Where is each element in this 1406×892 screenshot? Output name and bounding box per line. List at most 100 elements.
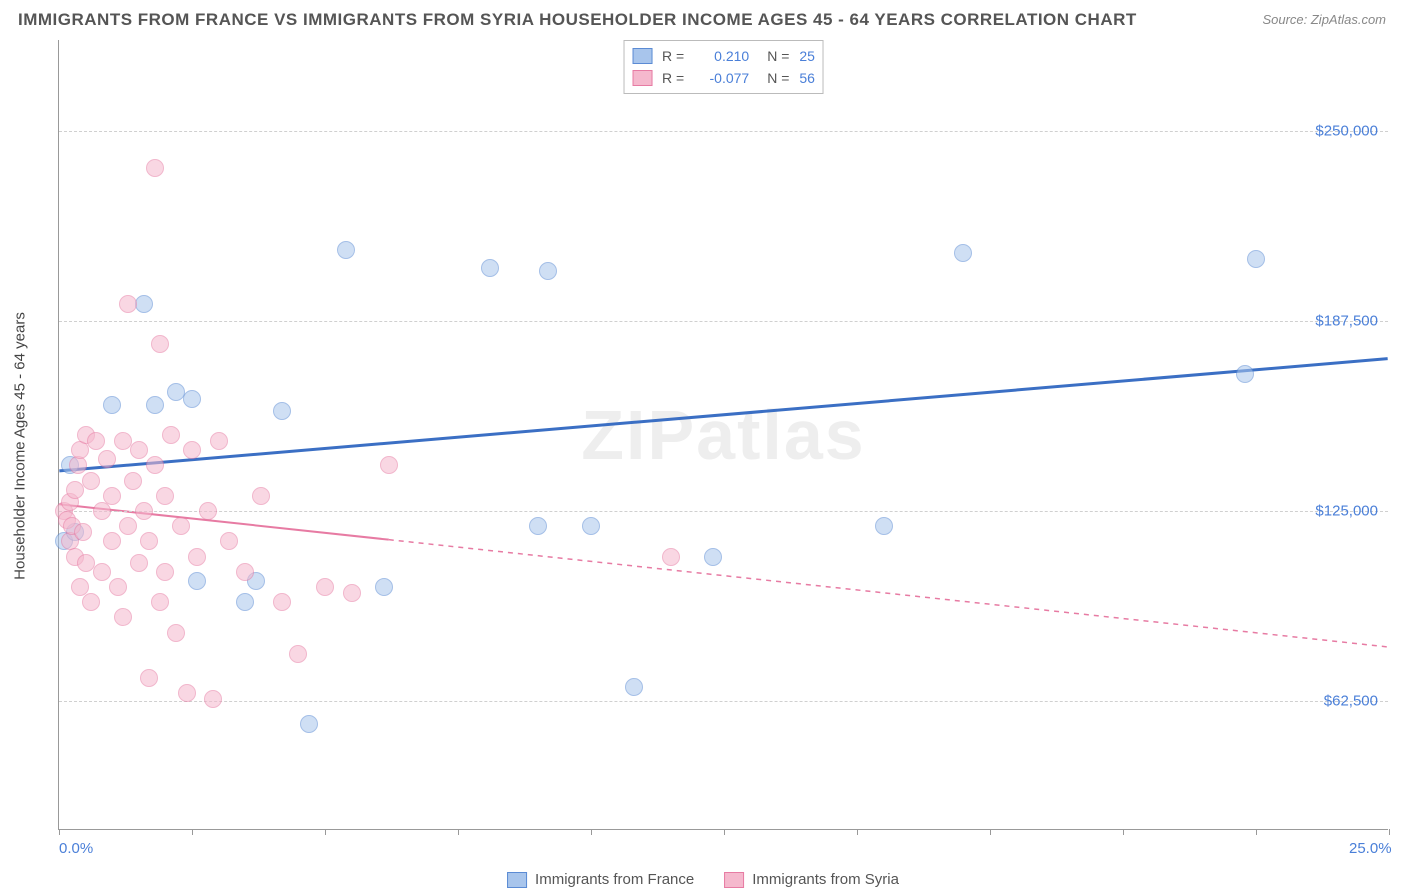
legend-stats: R =0.210N =25R =-0.077N =56 [623, 40, 824, 94]
n-value: 56 [799, 67, 815, 89]
scatter-point [529, 517, 547, 535]
r-label: R = [662, 45, 684, 67]
scatter-point [204, 690, 222, 708]
legend-stats-row: R = 0.210 N = 25 [632, 45, 815, 67]
scatter-point [316, 578, 334, 596]
legend-label: Immigrants from Syria [752, 871, 899, 888]
scatter-point [252, 487, 270, 505]
scatter-point [199, 502, 217, 520]
scatter-point [1247, 250, 1265, 268]
gridline-h [59, 701, 1388, 702]
scatter-point [119, 295, 137, 313]
scatter-point [66, 481, 84, 499]
source-label: Source: ZipAtlas.com [1262, 12, 1386, 27]
scatter-point [178, 684, 196, 702]
scatter-point [87, 432, 105, 450]
scatter-point [130, 441, 148, 459]
scatter-point [582, 517, 600, 535]
scatter-point [183, 441, 201, 459]
scatter-point [704, 548, 722, 566]
trend-line-dashed [389, 540, 1388, 647]
scatter-point [954, 244, 972, 262]
scatter-point [156, 563, 174, 581]
x-tick-mark [59, 829, 60, 835]
scatter-point [140, 669, 158, 687]
scatter-point [103, 396, 121, 414]
x-tick-label: 25.0% [1349, 840, 1392, 857]
trend-line-solid [59, 359, 1387, 471]
scatter-point [130, 554, 148, 572]
scatter-point [146, 396, 164, 414]
scatter-point [109, 578, 127, 596]
legend-bottom: Immigrants from France Immigrants from Sy… [507, 871, 899, 888]
scatter-point [82, 593, 100, 611]
scatter-point [875, 517, 893, 535]
scatter-point [236, 593, 254, 611]
scatter-point [103, 487, 121, 505]
scatter-point [135, 295, 153, 313]
x-tick-mark [1389, 829, 1390, 835]
scatter-point [98, 450, 116, 468]
scatter-point [539, 262, 557, 280]
scatter-point [93, 563, 111, 581]
n-label: N = [767, 45, 789, 67]
x-tick-mark [458, 829, 459, 835]
x-tick-label: 0.0% [59, 840, 93, 857]
scatter-point [188, 572, 206, 590]
scatter-point [662, 548, 680, 566]
scatter-point [273, 402, 291, 420]
legend-stats-row: R =-0.077N =56 [632, 67, 815, 89]
scatter-point [135, 502, 153, 520]
legend-swatch [632, 70, 652, 86]
scatter-point [236, 563, 254, 581]
legend-label: Immigrants from France [535, 871, 694, 888]
scatter-point [146, 456, 164, 474]
scatter-point [114, 608, 132, 626]
x-tick-mark [990, 829, 991, 835]
legend-item: Immigrants from Syria [724, 871, 899, 888]
scatter-point [103, 532, 121, 550]
x-tick-mark [325, 829, 326, 835]
scatter-point [74, 523, 92, 541]
legend-swatch [507, 872, 527, 888]
gridline-h [59, 131, 1388, 132]
x-tick-mark [857, 829, 858, 835]
scatter-point [210, 432, 228, 450]
watermark: ZIPatlas [581, 395, 865, 475]
scatter-point [119, 517, 137, 535]
scatter-point [481, 259, 499, 277]
scatter-point [289, 645, 307, 663]
scatter-point [300, 715, 318, 733]
legend-item: Immigrants from France [507, 871, 694, 888]
scatter-point [162, 426, 180, 444]
x-tick-mark [192, 829, 193, 835]
scatter-point [337, 241, 355, 259]
chart-title: IMMIGRANTS FROM FRANCE VS IMMIGRANTS FRO… [18, 10, 1137, 30]
scatter-point [156, 487, 174, 505]
scatter-point [380, 456, 398, 474]
scatter-point [625, 678, 643, 696]
scatter-point [140, 532, 158, 550]
scatter-point [375, 578, 393, 596]
r-label: R = [662, 67, 684, 89]
scatter-point [273, 593, 291, 611]
scatter-point [146, 159, 164, 177]
r-value: 0.210 [694, 45, 749, 67]
scatter-point [151, 335, 169, 353]
scatter-point [167, 624, 185, 642]
x-tick-mark [1256, 829, 1257, 835]
x-tick-mark [724, 829, 725, 835]
scatter-point [93, 502, 111, 520]
scatter-point [172, 517, 190, 535]
scatter-point [183, 390, 201, 408]
y-tick-label: $250,000 [1315, 123, 1378, 140]
gridline-h [59, 321, 1388, 322]
legend-swatch [632, 48, 652, 64]
gridline-h [59, 511, 1388, 512]
n-label: N = [767, 67, 789, 89]
y-axis-title: Householder Income Ages 45 - 64 years [12, 312, 29, 580]
y-tick-label: $187,500 [1315, 313, 1378, 330]
scatter-point [69, 456, 87, 474]
scatter-point [151, 593, 169, 611]
n-value: 25 [799, 45, 815, 67]
